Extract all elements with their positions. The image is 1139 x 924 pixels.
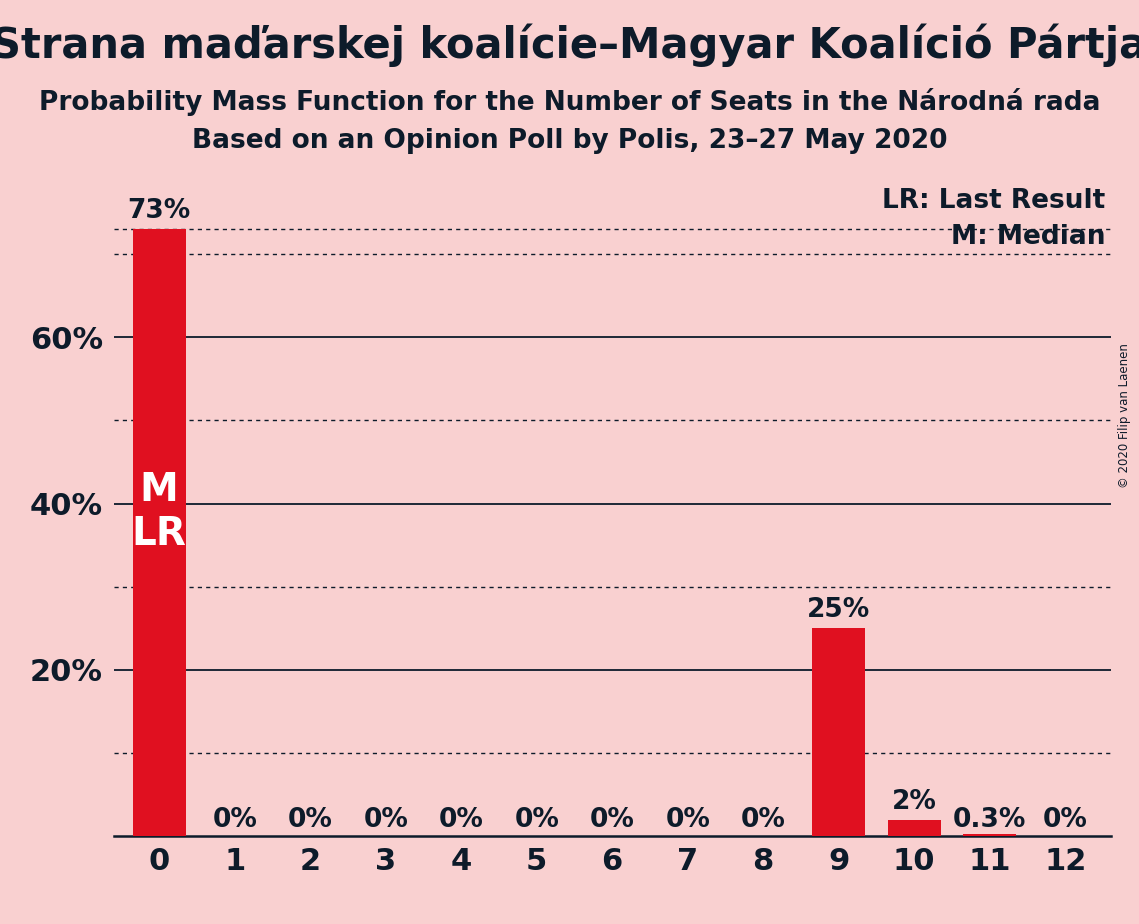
Text: Based on an Opinion Poll by Polis, 23–27 May 2020: Based on an Opinion Poll by Polis, 23–27… — [191, 128, 948, 153]
Bar — [133, 229, 186, 836]
Text: LR: Last Result: LR: Last Result — [883, 188, 1106, 213]
Text: 0%: 0% — [212, 807, 257, 833]
Text: Probability Mass Function for the Number of Seats in the Národná rada: Probability Mass Function for the Number… — [39, 88, 1100, 116]
Text: 0%: 0% — [363, 807, 408, 833]
Bar — [964, 833, 1016, 836]
Bar — [887, 820, 941, 836]
Text: 25%: 25% — [808, 597, 870, 624]
Text: 0%: 0% — [740, 807, 786, 833]
Text: 2%: 2% — [892, 788, 936, 815]
Text: 0.3%: 0.3% — [953, 807, 1026, 833]
Text: 0%: 0% — [515, 807, 559, 833]
Bar — [812, 628, 866, 836]
Text: M: Median: M: Median — [951, 225, 1106, 250]
Text: 0%: 0% — [1043, 807, 1088, 833]
Text: 0%: 0% — [288, 807, 333, 833]
Text: 0%: 0% — [439, 807, 484, 833]
Text: M
LR: M LR — [132, 471, 187, 553]
Text: 0%: 0% — [665, 807, 710, 833]
Text: Strana maďarskej koalície–Magyar Koalíció Pártja: Strana maďarskej koalície–Magyar Koalíci… — [0, 23, 1139, 67]
Text: 0%: 0% — [590, 807, 634, 833]
Text: © 2020 Filip van Laenen: © 2020 Filip van Laenen — [1118, 344, 1131, 488]
Text: 73%: 73% — [128, 198, 191, 225]
